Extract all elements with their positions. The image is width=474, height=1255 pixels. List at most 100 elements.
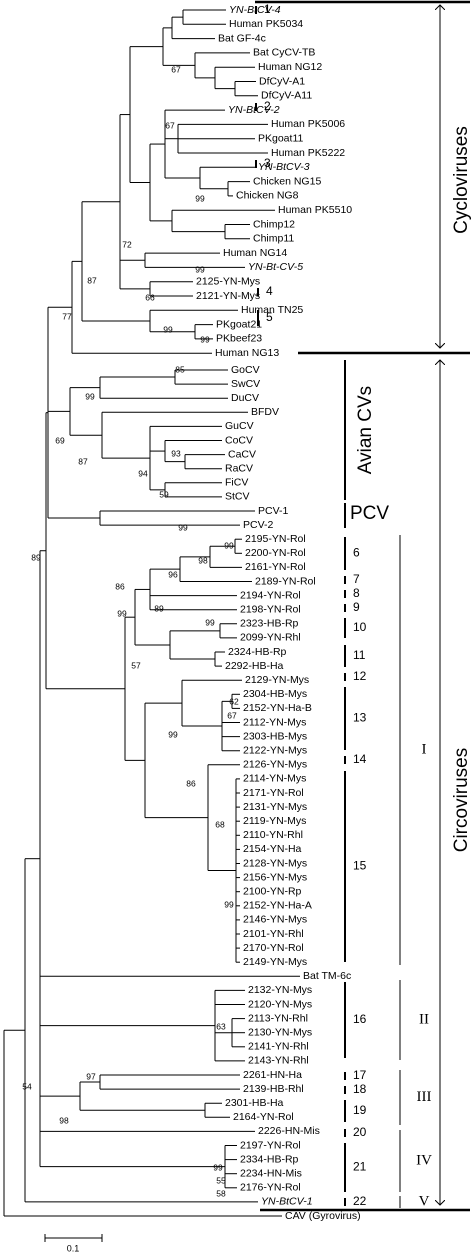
leaf-label: Human NG12: [258, 61, 322, 73]
leaf-label: 2129-YN-Mys: [245, 674, 309, 686]
clade-number: 18: [353, 1082, 367, 1096]
leaf-label: 2146-YN-Mys: [243, 914, 307, 926]
leaf-label: 2101-YN-Rhl: [243, 928, 304, 940]
leaf-label: Chimp12: [253, 218, 295, 230]
leaf-label: DfCyV-A1: [259, 75, 305, 87]
leaf-label: 2195-YN-Rol: [245, 533, 306, 545]
bootstrap: 99: [213, 1162, 223, 1172]
bootstrap: 67: [227, 710, 237, 720]
subgroup-label: V: [419, 1193, 430, 1209]
leaf-label: 2194-YN-Rol: [240, 589, 301, 601]
bootstrap: 99: [224, 540, 234, 550]
leaf-label: 2154-YN-Ha: [243, 843, 302, 855]
bootstrap: 97: [86, 1071, 96, 1081]
leaf-label: 2304-HB-Mys: [243, 688, 307, 700]
clade-number: 22: [353, 1194, 367, 1208]
bootstrap: 69: [55, 435, 65, 445]
bootstrap: 99: [195, 193, 205, 203]
leaf-label: 2125-YN-Mys: [196, 275, 260, 287]
clade-number: 10: [353, 620, 367, 634]
clade-number: 16: [353, 1012, 367, 1026]
leaf-label: Chicken NG15: [253, 175, 321, 187]
leaf-label: 2234-HN-Mis: [240, 1167, 302, 1179]
leaf-label: GoCV: [231, 364, 260, 376]
bootstrap: 94: [138, 468, 148, 478]
clade-number: 12: [353, 669, 367, 683]
leaf-label: 2171-YN-Rol: [243, 787, 304, 799]
leaf-label: Human PK5222: [271, 147, 345, 159]
scale-label: 0.1: [67, 1243, 80, 1253]
leaf-label: YN-BtCV-4: [229, 4, 281, 16]
leaf-label: 2122-YN-Mys: [243, 744, 307, 756]
bootstrap: 77: [62, 311, 72, 321]
leaf-label: RaCV: [225, 462, 253, 474]
subgroup-label: IV: [416, 1152, 432, 1168]
group-label: PCV: [350, 503, 389, 524]
bootstrap: 99: [224, 899, 234, 909]
bootstrap: 72: [122, 239, 132, 249]
bootstrap: 66: [145, 292, 155, 302]
leaf-label: YN-BtCV-3: [258, 161, 310, 173]
leaf-label: Bat CyCV-TB: [253, 47, 315, 59]
clade-number: 5: [266, 310, 273, 324]
clade-number: 7: [353, 572, 360, 586]
bootstrap: 98: [59, 1115, 69, 1125]
leaf-label: 2149-YN-Mys: [243, 956, 307, 968]
leaf-label: CaCV: [228, 448, 256, 460]
bootstrap: 99: [195, 264, 205, 274]
leaf-label: 2110-YN-Rhl: [243, 829, 303, 841]
leaf-label: 2303-HB-Mys: [243, 730, 307, 742]
leaf-label: 2128-YN-Mys: [243, 857, 307, 869]
leaf-label: PCV-1: [258, 505, 289, 517]
bootstrap: 57: [131, 660, 141, 670]
clade-number: 21: [353, 1160, 367, 1174]
leaf-label: 2161-YN-Rol: [245, 561, 306, 573]
leaf-label: 2261-HN-Ha: [243, 1069, 302, 1081]
leaf-label: PCV-2: [243, 519, 274, 531]
leaf-label: Human PK5510: [278, 204, 352, 216]
clade-number: 4: [266, 284, 273, 298]
bootstrap: 85: [175, 364, 185, 374]
leaf-label: Human NG13: [215, 347, 279, 359]
leaf-label: 2226-HN-Mis: [258, 1125, 320, 1137]
leaf-label: 2176-YN-Rol: [240, 1182, 301, 1194]
subgroup-label: III: [417, 1089, 432, 1105]
bootstrap: 87: [78, 456, 88, 466]
leaf-label: 2200-YN-Rol: [245, 547, 306, 559]
leaf-label: GuCV: [225, 420, 254, 432]
leaf-label: PKbeef23: [216, 333, 262, 345]
leaf-label: DuCV: [231, 392, 259, 404]
leaf-label: 2112-YN-Mys: [243, 716, 306, 728]
bootstrap: 99: [168, 729, 178, 739]
bootstrap: 67: [165, 120, 175, 130]
leaf-label: Bat TM-6c: [303, 970, 351, 982]
leaf-label: Chicken NG8: [236, 190, 299, 202]
bootstrap: 67: [171, 64, 181, 74]
leaf-label: BFDV: [251, 406, 279, 418]
leaf-label: 2120-YN-Mys: [248, 998, 312, 1010]
leaf-label: 2139-HB-Rhl: [243, 1083, 304, 1095]
bootstrap: 99: [200, 334, 210, 344]
leaf-label: 2131-YN-Mys: [243, 801, 307, 813]
bootstrap: 96: [168, 569, 178, 579]
leaf-label: DfCyV-A11: [261, 90, 312, 102]
group-label: Avian CVs: [355, 386, 376, 474]
leaf-label: Bat GF-4c: [218, 32, 266, 44]
bootstrap: 54: [22, 1081, 32, 1091]
bootstrap: 62: [229, 696, 239, 706]
bootstrap: 55: [216, 1175, 226, 1185]
leaf-label: 2119-YN-Mys: [243, 815, 306, 827]
leaf-label: 2156-YN-Mys: [243, 871, 307, 883]
clade-number: 13: [353, 711, 367, 725]
bootstrap: 68: [215, 819, 225, 829]
leaf-label: 2334-HB-Rp: [240, 1153, 299, 1165]
bootstrap: 99: [178, 522, 188, 532]
leaf-label: 2292-HB-Ha: [225, 660, 284, 672]
bootstrap: 59: [159, 489, 169, 499]
clade-number: 6: [353, 546, 360, 560]
leaf-label: 2164-YN-Rol: [233, 1111, 294, 1123]
leaf-label: 2197-YN-Rol: [240, 1139, 301, 1151]
leaf-label: 2132-YN-Mys: [248, 984, 312, 996]
clade-number: 17: [353, 1068, 367, 1082]
